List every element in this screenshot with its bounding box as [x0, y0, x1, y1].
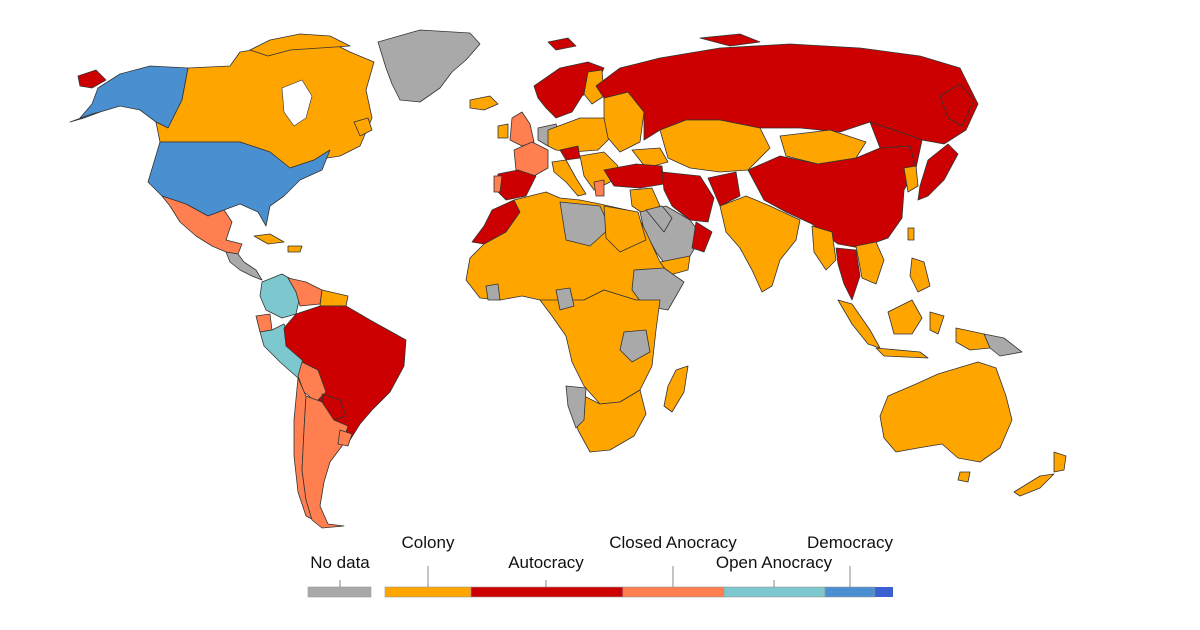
legend-label-democracy: Democracy [807, 533, 893, 552]
region-iran [661, 171, 715, 223]
region-oman [691, 221, 713, 253]
region-central-europe [547, 117, 613, 153]
region-central-no-data [619, 329, 651, 363]
region-chukotka [77, 69, 107, 89]
region-newfoundland [353, 117, 373, 137]
legend: No data Colony Autocracy Closed Anocracy… [307, 533, 893, 598]
legend-swatch-democracy-end [875, 587, 893, 597]
region-argentina [301, 395, 349, 529]
region-hispaniola [287, 245, 303, 253]
region-korea [903, 165, 919, 193]
legend-swatch-autocracy [470, 586, 624, 598]
region-central-asia [659, 119, 771, 173]
region-borneo [887, 299, 923, 335]
region-java [875, 347, 929, 359]
region-china [747, 145, 917, 249]
region-ethiopia [631, 267, 685, 311]
region-guianas [319, 289, 349, 307]
region-balkans [579, 151, 619, 191]
region-russia [595, 43, 979, 145]
legend-label-no-data: No data [310, 553, 370, 572]
region-cuba [253, 233, 285, 245]
region-burma [811, 225, 837, 271]
region-finland [583, 69, 605, 105]
region-new-zealand-north [1053, 451, 1067, 473]
region-hudson-bay [281, 79, 313, 127]
region-japan [917, 143, 959, 201]
legend-label-autocracy: Autocracy [508, 553, 584, 572]
region-afghanistan [707, 171, 741, 207]
region-liberia [485, 283, 501, 301]
region-scandinavia [533, 61, 605, 119]
legend-label-colony: Colony [402, 533, 455, 552]
region-russia-islands [699, 33, 761, 47]
region-greenland [377, 29, 481, 103]
region-ecuador [255, 313, 273, 333]
region-malaya-sumatra [837, 299, 881, 349]
region-madagascar [663, 365, 689, 413]
legend-swatch-closed-anocracy [622, 586, 725, 598]
region-mexico [161, 195, 243, 255]
region-caucasus [631, 147, 669, 169]
region-canada-islands [249, 33, 351, 57]
region-uruguay [337, 429, 353, 447]
region-tasmania [957, 471, 971, 483]
region-new-guinea [955, 327, 991, 351]
legend-label-closed-anocracy: Closed Anocracy [609, 533, 737, 552]
region-libya-sahara [559, 201, 611, 247]
region-italy [551, 159, 587, 197]
region-siam [835, 247, 861, 301]
region-iceland [469, 95, 499, 111]
region-sulawesi [929, 311, 945, 335]
region-alaska-peninsula [69, 111, 101, 123]
region-spain-portugal [495, 169, 537, 201]
region-new-zealand-south [1013, 473, 1055, 497]
region-indochina [855, 241, 885, 285]
region-brazil [283, 305, 407, 441]
region-portugal [493, 175, 503, 193]
region-greece [593, 179, 605, 197]
region-svalbard [547, 37, 577, 51]
region-southwest-no-data [565, 385, 587, 429]
legend-swatch-open-anocracy [723, 586, 826, 598]
region-central-america [225, 251, 263, 281]
region-britain [509, 111, 535, 147]
legend-swatch-democracy [824, 586, 876, 598]
region-ireland [497, 123, 509, 139]
legend-swatch-no-data [307, 586, 372, 598]
region-kamchatka [939, 83, 975, 127]
region-egypt-sudan [603, 205, 647, 253]
legend-label-open-anocracy: Open Anocracy [716, 553, 833, 572]
region-india [719, 195, 801, 293]
region-horn-arabia-no-data [645, 205, 673, 233]
region-new-guinea-east [983, 333, 1023, 357]
region-cameroon-no-data [555, 287, 575, 311]
region-philippines [909, 257, 931, 293]
region-taiwan [907, 227, 915, 241]
legend-swatch-colony [384, 586, 472, 598]
region-australia [879, 361, 1013, 463]
